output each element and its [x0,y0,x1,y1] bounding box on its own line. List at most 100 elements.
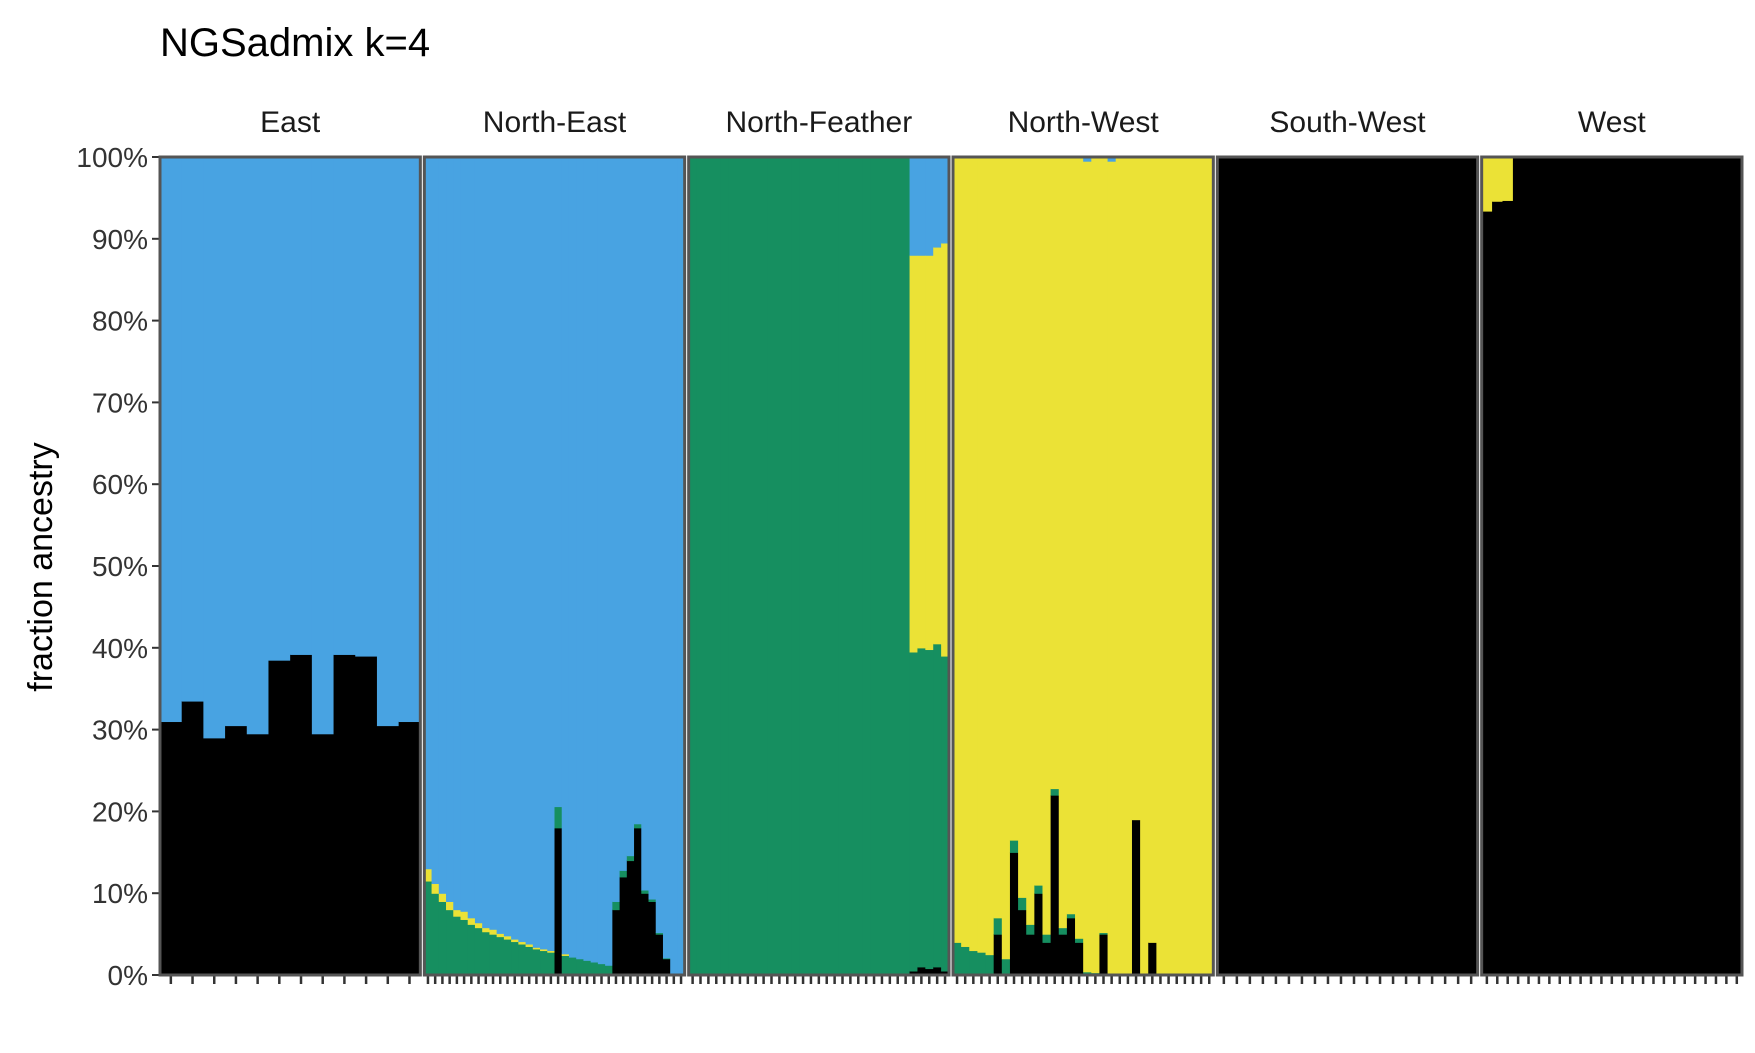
bar-segment-yellow [1026,157,1035,925]
bar-segment-yellow [1115,157,1125,975]
bar-segment-yellow [453,909,462,917]
bar-segment-green [1034,885,1044,894]
bar-segment-blue [576,157,585,960]
panel-border [1215,155,1480,977]
bar-segment-blue [641,157,650,891]
bar-segment-green [977,952,987,976]
bar-segment-black [1058,934,1068,976]
bar-segment-green [576,958,585,976]
bar-segment-yellow [474,922,483,929]
bar-segment-yellow [985,157,995,956]
y-tick-label: 30% [92,715,148,746]
panel-border [158,155,422,977]
bar-segment-blue [917,157,926,256]
bar-segment-yellow [909,255,919,653]
bar-segment-green [1099,932,1109,935]
y-tick-label: 0% [108,960,148,991]
bar-segment-yellow [460,911,469,920]
bar-segment-green [489,934,498,976]
bar-segment-black [993,934,1003,976]
bar-segment-blue [626,157,635,857]
panel-west: West [1480,106,1744,984]
bar-segment-green [482,931,491,976]
bar-segment-black [634,827,642,976]
bar-segment-black [1399,157,1414,976]
bar-segment-black [1502,200,1514,976]
bar-segment-blue [511,157,519,940]
bar-segment-yellow [438,893,447,902]
bar-segment-green [854,157,863,976]
bar-segment-black [1148,942,1157,976]
bar-segment-green [909,651,919,972]
bar-segment-yellow [1018,157,1027,898]
bar-segment-green [525,946,534,976]
bar-segment-blue [561,157,570,955]
bar-segment-yellow [1123,157,1133,975]
panel-south-west: South-West [1215,106,1480,984]
bar-segment-yellow [1066,157,1076,915]
bar-segment-black [1606,157,1618,976]
bar-segment-yellow [503,935,512,940]
bar-segment-green [431,893,440,976]
bar-segment-black [1386,157,1401,976]
bar-segment-black [1585,157,1597,976]
bar-segment-green [862,157,871,976]
bar-segment-blue [568,157,577,958]
bar-segment-black [290,654,313,976]
bar-segment-black [1321,157,1336,976]
bar-segment-green [1001,958,1011,976]
bar-segment-green [503,939,512,976]
bar-segment-yellow [482,927,491,933]
bar-segment-green [1058,927,1068,935]
bar-segment-green [925,649,934,970]
bar-segment-black [655,934,664,976]
bar-segment-black [917,966,926,976]
bar-segment-yellow [1050,157,1060,790]
bar-segment-black [311,733,335,976]
y-tick-label: 50% [92,551,148,582]
bar-segment-black [1710,157,1722,976]
bar-segment-black [376,725,400,976]
bar-segment-blue [648,157,657,900]
bar-segment-green [799,157,808,976]
bar-segment-blue [474,157,483,924]
bar-segment-green [518,943,527,976]
bar-segment-blue [670,157,679,976]
bar-segment-black [1438,157,1453,976]
bar-segment-blue [612,157,621,902]
bar-segment-black [1512,157,1524,976]
bar-segment-green [743,157,753,976]
bar-segment-black [626,860,635,976]
bar-segment-yellow [1172,157,1182,976]
bar-segment-green [993,917,1003,935]
bar-segment-yellow [941,242,950,657]
bar-segment-green [561,955,570,976]
bar-segment-blue [290,157,313,655]
bar-segment-green [961,946,970,976]
bar-segment-black [181,700,204,976]
bar-segment-blue [355,157,378,657]
bar-segment-black [1373,157,1388,976]
bar-segment-blue [540,157,548,950]
y-tick-label: 80% [92,306,148,337]
bar-segment-green [424,880,433,976]
bar-segment-yellow [969,157,979,952]
bar-segment-black [1050,795,1060,976]
y-tick-label: 60% [92,469,148,500]
bar-segment-green [885,157,895,976]
bar-segment-green [1075,938,1084,943]
bar-segment-black [1009,852,1019,976]
bar-segment-green [511,941,519,976]
bar-segment-green [791,157,800,976]
bar-segment-yellow [1009,157,1019,841]
panel-label: South-West [1269,106,1426,139]
bar-segment-black [333,654,356,976]
bar-segment-black [641,893,650,976]
bar-segment-green [893,157,903,976]
bar-segment-yellow [1156,157,1166,976]
bar-segment-yellow [561,953,570,956]
chart-title: NGSadmix k=4 [160,21,430,65]
bar-segment-green [605,965,613,976]
bar-segment-black [1308,157,1323,976]
